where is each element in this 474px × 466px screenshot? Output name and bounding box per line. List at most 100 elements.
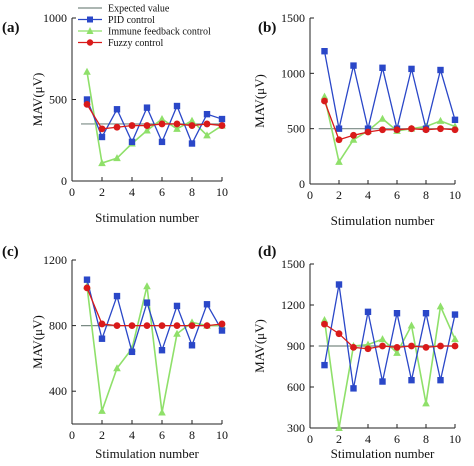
panel-label: (a) (2, 20, 20, 36)
fuzzy-marker (408, 125, 415, 133)
immune-marker (349, 135, 358, 143)
immune-marker (158, 408, 166, 416)
chart-panel-d: 300 600 900 1200 1500 0 2 4 6 8 10 Stimulation numb… (252, 244, 461, 461)
immune-marker (113, 154, 121, 162)
pid-marker (143, 104, 151, 111)
immune-marker (393, 348, 401, 356)
immune-marker (173, 124, 181, 132)
y-tick-label: 600 (287, 380, 305, 394)
y-tick-label: 1000 (281, 66, 305, 80)
x-tick-label: 8 (189, 185, 195, 199)
pid-marker (379, 378, 386, 385)
immune-marker (143, 282, 151, 290)
fuzzy-marker (350, 131, 357, 139)
fuzzy-marker (364, 345, 372, 353)
x-tick-label: 2 (99, 185, 105, 199)
pid-marker (437, 376, 444, 384)
immune-marker (113, 364, 121, 372)
legend-pid-marker (87, 16, 93, 23)
fuzzy-marker (335, 330, 343, 338)
pid-marker (203, 110, 211, 118)
panel-label: (b) (258, 20, 276, 36)
fuzzy-marker (143, 122, 151, 129)
x-tick-label: 10 (216, 428, 228, 442)
x-tick-label: 8 (423, 188, 429, 202)
fuzzy-series-line (323, 100, 456, 141)
fuzzy-marker (98, 125, 106, 133)
y-tick-label: 500 (287, 122, 305, 136)
x-axis-title: Stimulation number (95, 210, 199, 225)
x-tick-label: 6 (159, 185, 165, 199)
pid-marker (408, 65, 415, 73)
pid-marker (128, 348, 136, 356)
y-axis-title: MAV(μV) (30, 315, 45, 369)
pid-marker (158, 347, 166, 354)
immune-marker (407, 321, 416, 329)
immune-series-line (86, 71, 223, 165)
x-tick-label: 2 (336, 188, 342, 202)
fuzzy-marker (173, 322, 181, 329)
y-tick-label: 1200 (281, 298, 305, 312)
pid-marker (451, 116, 459, 124)
y-tick-label: 1500 (281, 257, 305, 271)
immune-marker (173, 329, 181, 337)
x-tick-label: 4 (365, 188, 371, 202)
fuzzy-marker (158, 322, 166, 329)
fuzzy-marker (379, 342, 386, 350)
pid-marker (218, 327, 226, 334)
pid-marker (203, 301, 211, 308)
fuzzy-marker (173, 120, 181, 128)
fuzzy-marker (158, 120, 166, 128)
pid-marker (158, 138, 166, 146)
pid-marker (350, 62, 357, 69)
x-tick-label: 8 (189, 428, 195, 442)
fuzzy-marker (113, 322, 121, 329)
fuzzy-marker (203, 322, 211, 329)
pid-marker (379, 64, 386, 71)
x-tick-label: 10 (216, 185, 228, 199)
fuzzy-series-line (324, 323, 455, 350)
fuzzy-marker (143, 322, 151, 329)
pid-marker (98, 335, 106, 342)
legend-fuzzy-marker (86, 39, 94, 46)
immune-marker (83, 67, 91, 75)
fuzzy-marker (350, 343, 357, 351)
y-axis-title: MAV(μV) (252, 74, 267, 128)
pid-marker (83, 276, 91, 283)
pid-marker (335, 281, 343, 288)
immune-marker (98, 159, 106, 167)
fuzzy-marker (98, 320, 106, 328)
panel-label: (d) (258, 244, 276, 260)
fuzzy-marker (203, 120, 211, 128)
y-tick-label: 0 (299, 177, 305, 191)
fuzzy-marker (393, 343, 401, 351)
pid-marker (113, 106, 121, 113)
immune-marker (143, 126, 151, 134)
pid-marker (321, 361, 328, 369)
legend-label-fuzzy: Fuzzy control (108, 38, 163, 49)
x-axis-title: Stimulation number (331, 446, 435, 461)
pid-marker (218, 115, 226, 123)
fuzzy-series-line (86, 104, 223, 130)
pid-series-line (86, 99, 223, 146)
fuzzy-marker (128, 122, 136, 129)
immune-marker (320, 92, 329, 100)
x-axis-title: Stimulation number (331, 213, 435, 228)
y-axis-title: MAV(μV) (252, 319, 267, 373)
y-tick-label: 0 (61, 174, 67, 188)
legend-label-pid: PID control (108, 15, 155, 26)
y-tick-label: 800 (49, 319, 67, 333)
immune-marker (98, 406, 106, 414)
pid-marker (451, 311, 459, 318)
pid-marker (437, 66, 444, 74)
pid-marker (98, 133, 106, 141)
x-tick-label: 2 (336, 432, 342, 446)
immune-marker (378, 114, 387, 122)
fuzzy-marker (335, 136, 343, 144)
fuzzy-marker (364, 128, 372, 136)
pid-marker (128, 138, 136, 146)
y-tick-label: 1500 (281, 11, 305, 25)
immune-marker (364, 340, 372, 348)
x-tick-label: 0 (307, 188, 313, 202)
y-tick-label: 1000 (43, 11, 67, 25)
